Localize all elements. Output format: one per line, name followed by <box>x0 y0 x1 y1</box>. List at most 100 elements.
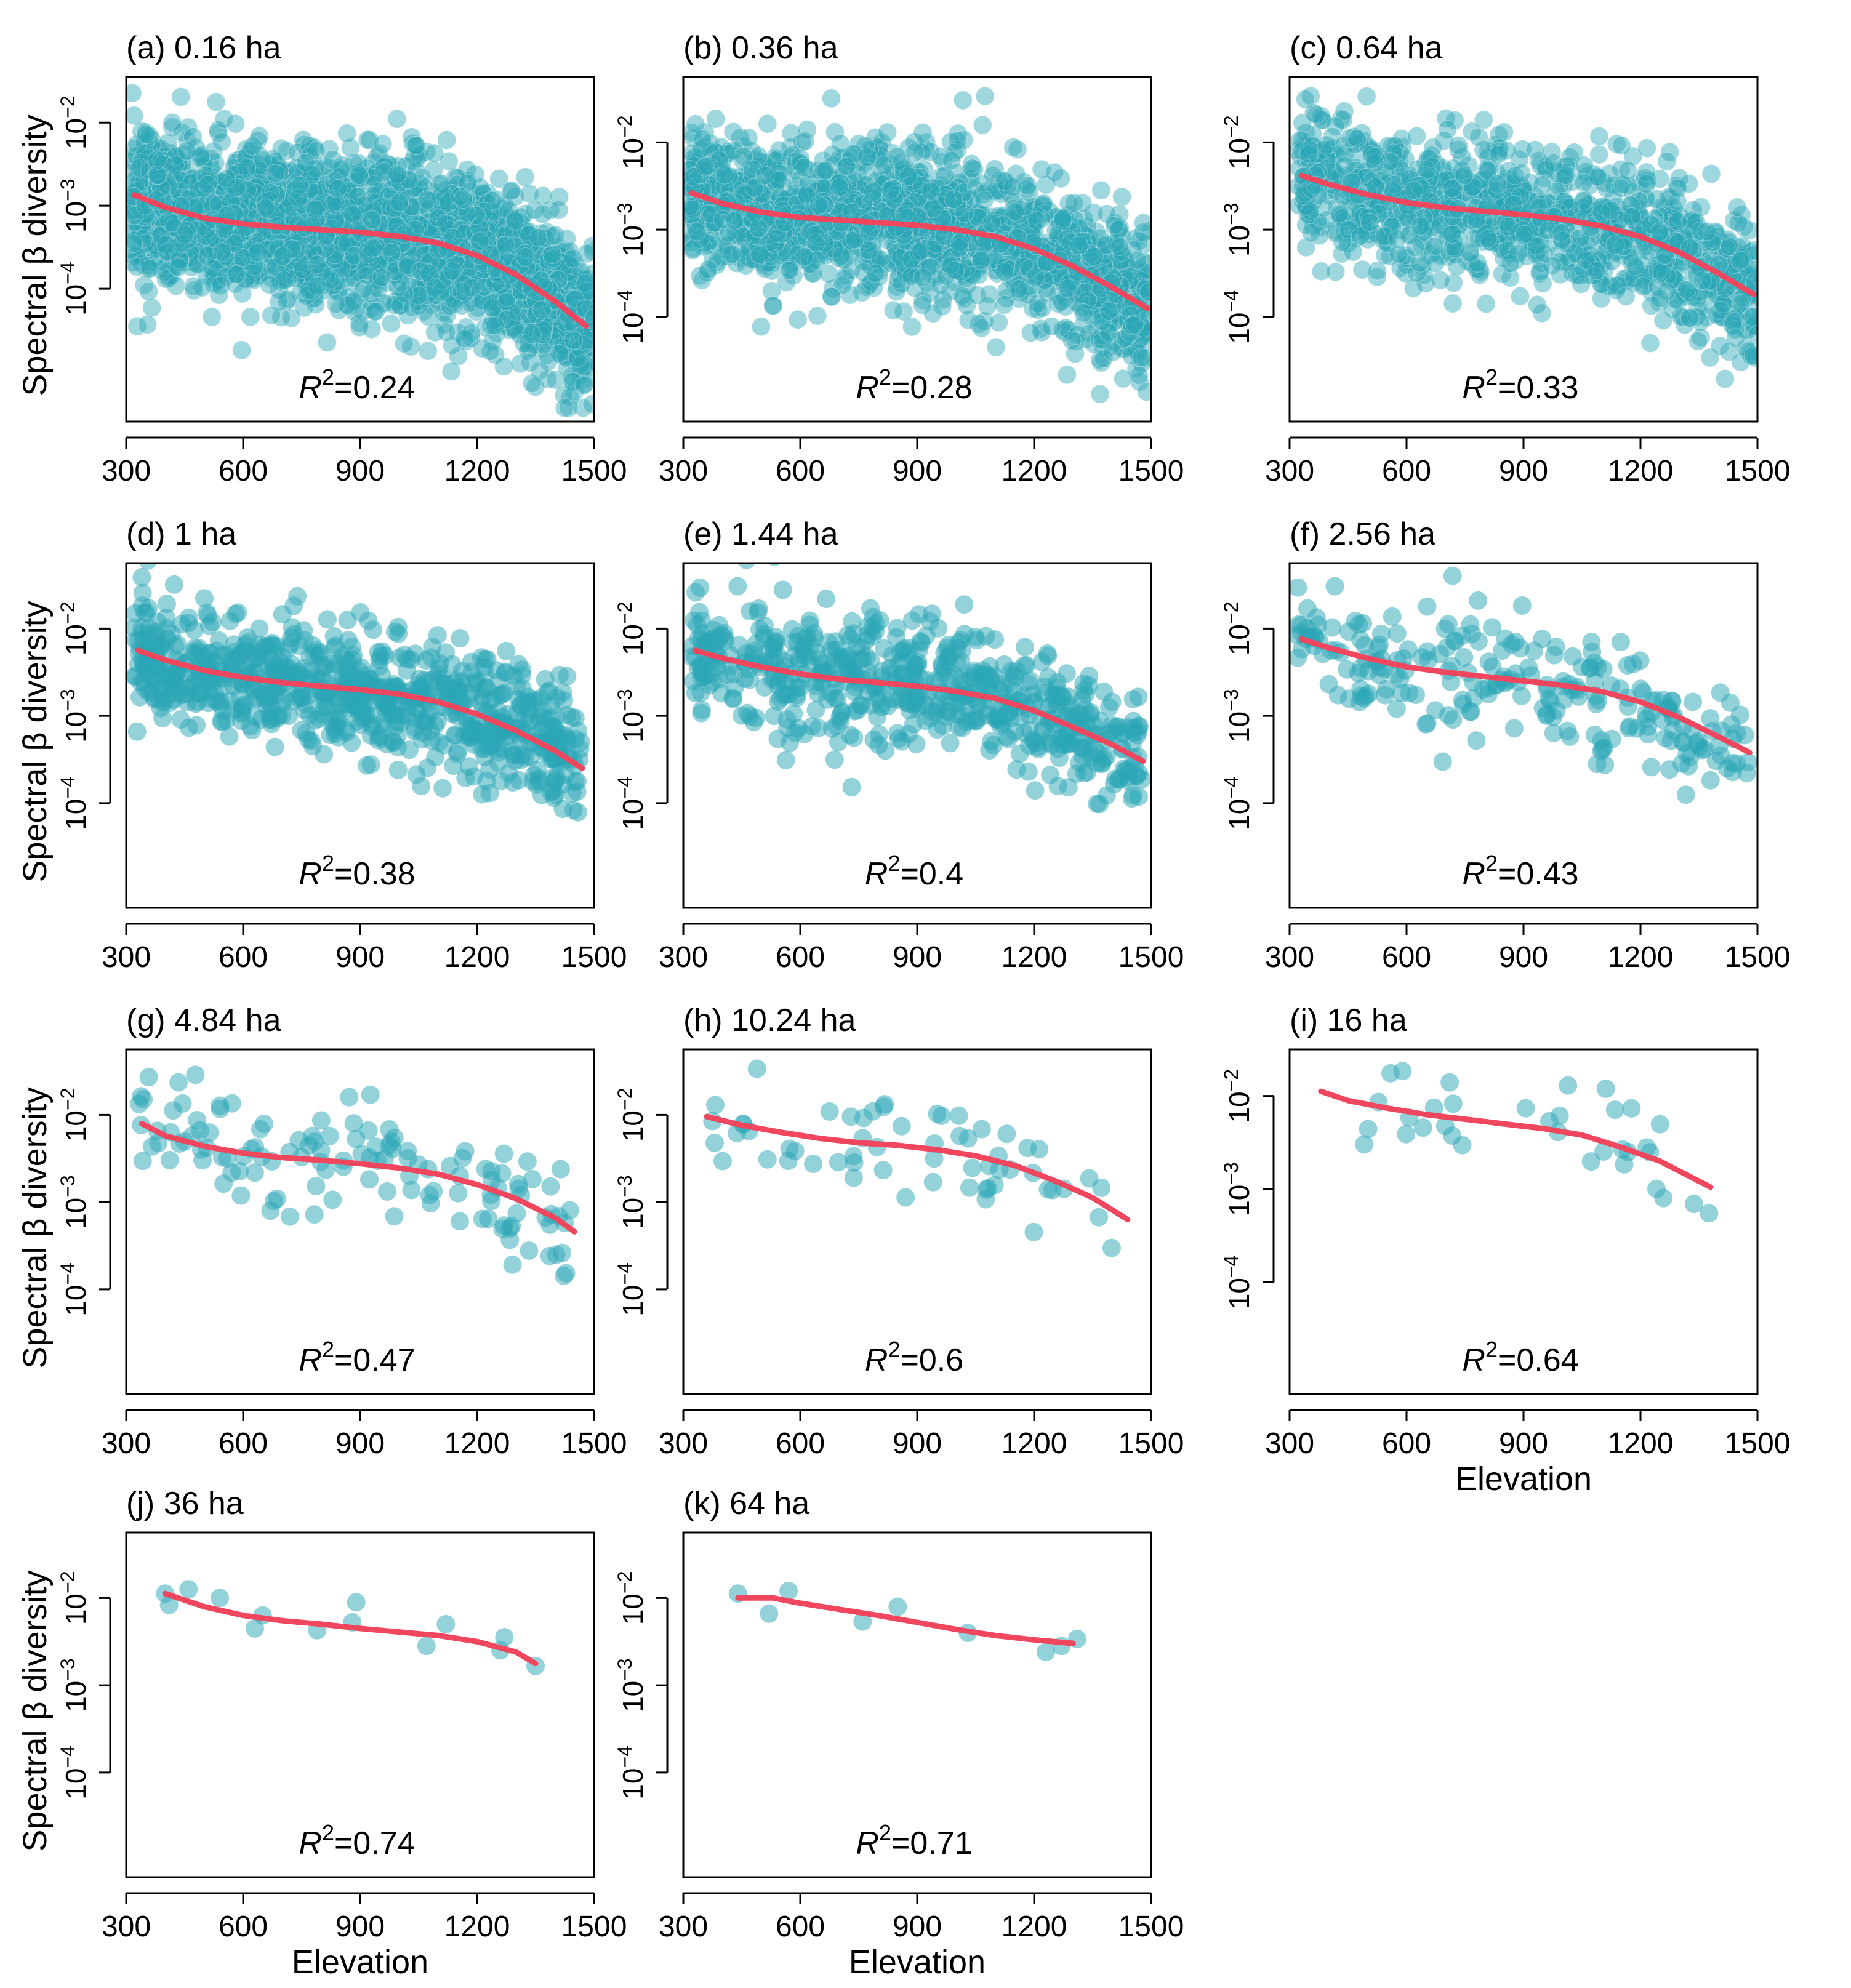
data-point <box>138 315 157 334</box>
data-point <box>808 306 827 326</box>
data-point <box>395 175 415 195</box>
x-tick-label: 1200 <box>1002 455 1067 487</box>
data-point <box>822 287 841 307</box>
data-point <box>281 308 301 328</box>
data-point <box>521 289 540 308</box>
data-point <box>417 190 437 210</box>
data-point <box>212 242 232 262</box>
data-point <box>362 319 382 339</box>
x-tick-label: 300 <box>659 455 708 487</box>
data-point <box>463 265 483 285</box>
data-point <box>212 132 231 151</box>
data-point <box>1112 187 1132 207</box>
data-point <box>147 150 167 170</box>
data-point <box>206 92 226 112</box>
data-point <box>568 348 587 368</box>
data-point <box>315 234 334 254</box>
data-point <box>902 317 921 337</box>
data-point <box>1003 177 1022 197</box>
data-point <box>251 169 271 189</box>
data-point <box>227 151 246 170</box>
data-point <box>397 246 417 265</box>
data-point <box>282 262 302 282</box>
data-point <box>174 181 193 201</box>
data-point <box>223 172 243 191</box>
data-point <box>549 200 569 220</box>
data-point <box>750 244 769 264</box>
data-point <box>531 223 551 243</box>
data-point <box>544 275 564 295</box>
data-point <box>387 164 407 184</box>
data-point <box>492 314 512 333</box>
r-squared-label: R2=0.28 <box>856 364 972 406</box>
data-point <box>343 198 363 218</box>
data-point <box>462 208 481 228</box>
data-point <box>134 217 154 237</box>
data-point <box>978 296 997 316</box>
data-point <box>140 172 159 192</box>
data-point <box>232 340 252 360</box>
data-point <box>1431 270 1450 290</box>
data-point <box>350 253 370 273</box>
x-tick-label: 1500 <box>1118 455 1184 487</box>
data-point <box>500 318 520 337</box>
points <box>126 83 594 418</box>
data-point <box>395 257 414 277</box>
panel-title: (a) 0.16 ha <box>126 30 281 66</box>
data-point <box>923 303 942 323</box>
data-point <box>583 324 594 343</box>
data-point <box>522 325 542 345</box>
data-point <box>514 320 534 340</box>
data-point <box>837 157 856 176</box>
data-point <box>484 281 504 300</box>
data-point <box>706 109 726 129</box>
data-point <box>175 172 195 192</box>
data-point <box>264 195 283 215</box>
data-point <box>542 245 562 264</box>
data-point <box>687 222 707 241</box>
data-point <box>502 181 521 201</box>
data-point <box>1589 127 1609 146</box>
data-point <box>1139 282 1151 302</box>
data-point <box>420 267 440 287</box>
data-point <box>239 252 258 271</box>
data-point <box>505 211 524 231</box>
data-point <box>319 139 339 159</box>
data-point <box>424 267 444 287</box>
data-point <box>341 256 361 276</box>
data-point <box>193 278 212 297</box>
data-point <box>255 198 275 218</box>
data-point <box>1090 384 1110 404</box>
data-point <box>1028 294 1047 313</box>
data-point <box>512 220 531 240</box>
data-point <box>751 317 771 337</box>
data-point <box>894 205 914 225</box>
data-point <box>816 161 835 180</box>
data-point <box>911 241 931 261</box>
data-point <box>176 239 196 259</box>
data-point <box>1133 213 1151 233</box>
data-point <box>574 285 593 305</box>
data-point <box>763 295 783 315</box>
data-point <box>564 274 584 294</box>
data-point <box>683 240 702 260</box>
data-point <box>199 185 219 205</box>
data-point <box>226 114 245 134</box>
y-axis-title: Spectral β diversity <box>17 114 54 396</box>
data-point <box>973 115 992 135</box>
data-point <box>395 283 414 303</box>
data-point <box>390 193 409 212</box>
data-point <box>387 109 407 129</box>
data-point <box>161 143 181 163</box>
data-point <box>142 207 162 227</box>
data-point <box>381 314 401 334</box>
data-point <box>1511 286 1530 306</box>
data-point <box>536 315 555 335</box>
data-point <box>215 243 234 263</box>
data-point <box>350 318 369 337</box>
data-point <box>518 242 537 262</box>
data-point <box>441 361 461 381</box>
data-point <box>418 341 438 361</box>
